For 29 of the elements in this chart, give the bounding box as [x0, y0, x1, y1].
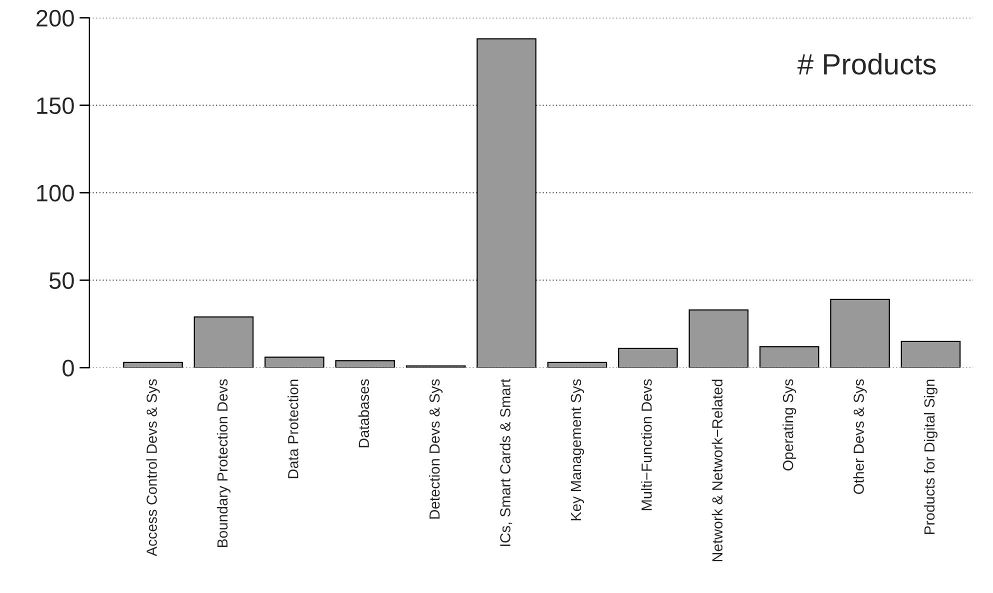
x-tick-label: Products for Digital Sign: [924, 380, 938, 534]
y-tick-label: 100: [37, 184, 74, 202]
x-tick-label: Key Management Sys: [570, 379, 584, 520]
y-tick-label: 150: [37, 97, 74, 114]
x-tick-label: Network & Network−Related: [712, 380, 723, 562]
bar: [264, 356, 324, 368]
x-tick-label: Other Devs & Sys: [853, 379, 867, 494]
bar: [476, 38, 536, 368]
x-tick-label: Boundary Protection Devs: [216, 379, 230, 547]
bar: [830, 298, 890, 368]
x-tick-label: Databases: [358, 379, 370, 448]
x-tick-label: ICs, Smart Cards & Smart: [500, 378, 512, 546]
bar: [618, 348, 678, 368]
bar: [194, 316, 254, 368]
bar: [547, 362, 608, 368]
annotation: # Products: [798, 53, 936, 75]
y-tick-label: 50: [49, 272, 74, 289]
x-tick-label: Access Control Devs & Sys: [146, 379, 160, 556]
x-tick-label: Multi−Function Devs: [641, 379, 652, 510]
x-tick-label: Data Protection: [288, 380, 298, 478]
y-tick-label: 200: [36, 10, 74, 27]
bar: [335, 360, 395, 368]
x-tick-label: Detection Devs & Sys: [429, 379, 443, 519]
x-tick-label: Operating Sys: [782, 379, 796, 470]
bar: [123, 362, 183, 368]
y-tick-label: 0: [62, 360, 74, 376]
bar: [688, 309, 749, 368]
bar: [900, 340, 961, 368]
bar: [759, 346, 820, 368]
